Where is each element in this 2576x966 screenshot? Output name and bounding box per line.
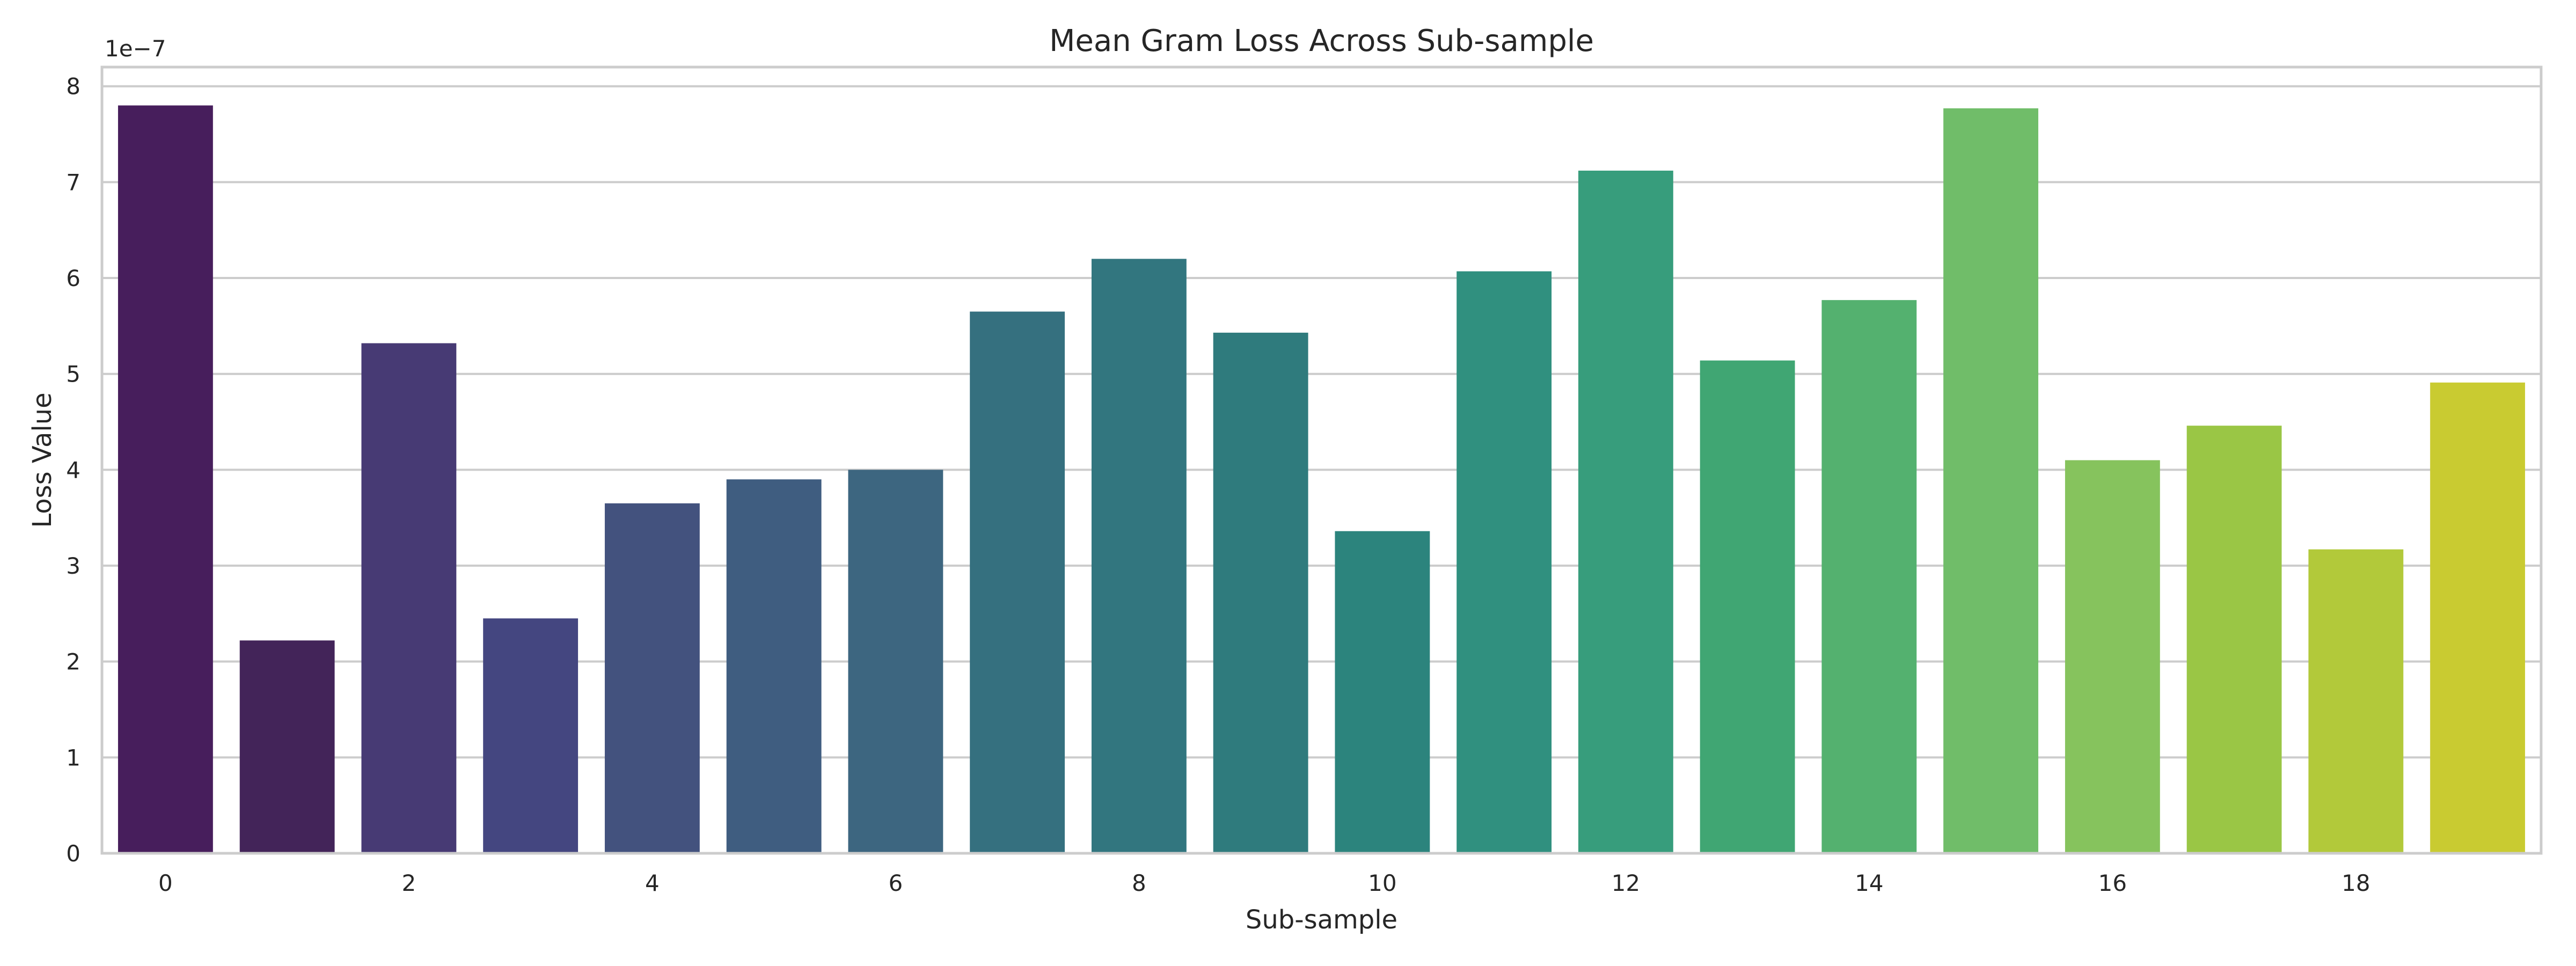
x-tick-label: 4 [645, 870, 660, 896]
bar [1213, 332, 1308, 853]
bar [1700, 360, 1795, 853]
gridlines [102, 85, 2541, 854]
bar [1943, 108, 2039, 854]
y-tick-label: 1 [66, 744, 80, 771]
y-tick-label: 6 [66, 265, 80, 291]
y-tick-label: 0 [66, 840, 80, 867]
x-tick-label: 8 [1132, 870, 1146, 896]
bar [1335, 531, 1430, 853]
bar [2308, 549, 2404, 853]
bar [970, 311, 1065, 853]
bar [848, 470, 943, 853]
bar [604, 503, 700, 853]
x-tick-label: 10 [1368, 870, 1396, 896]
y-axis-offset-label: 1e−7 [105, 35, 166, 62]
y-tick-label: 7 [66, 169, 80, 195]
bar [1821, 300, 1917, 853]
chart-title: Mean Gram Loss Across Sub-sample [1049, 24, 1594, 58]
bar [726, 479, 822, 853]
y-tick-label: 4 [66, 457, 80, 483]
plot-frame [100, 65, 2543, 855]
x-tick-labels: 0 2 4 6 8 10 12 14 16 18 [158, 870, 2370, 896]
bar [2430, 382, 2526, 853]
bar [483, 618, 579, 853]
x-tick-label: 12 [1612, 870, 1640, 896]
x-tick-label: 0 [158, 870, 173, 896]
y-tick-label: 8 [66, 74, 80, 100]
x-tick-label: 18 [2341, 870, 2370, 896]
y-tick-label: 3 [66, 553, 80, 579]
bar [118, 105, 213, 854]
x-tick-label: 6 [889, 870, 903, 896]
x-tick-label: 2 [402, 870, 416, 896]
x-tick-label: 16 [2098, 870, 2127, 896]
bar [2186, 426, 2282, 853]
bar [1578, 170, 1673, 854]
bar [2065, 460, 2160, 853]
bar [361, 343, 457, 853]
bars [118, 105, 2526, 854]
bar [239, 640, 335, 853]
y-tick-labels: 0 1 2 3 4 5 6 7 8 [66, 74, 80, 867]
x-tick-label: 14 [1855, 870, 1883, 896]
y-axis-label: Loss Value [27, 392, 57, 528]
x-axis-label: Sub-sample [1246, 905, 1397, 935]
bar [1457, 271, 1552, 853]
y-tick-label: 5 [66, 361, 80, 387]
y-tick-label: 2 [66, 649, 80, 675]
bar [1091, 259, 1187, 853]
